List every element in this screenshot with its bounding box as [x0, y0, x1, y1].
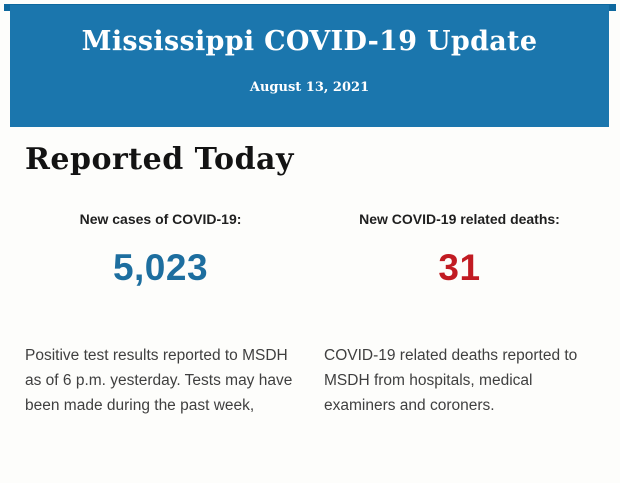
- stat-new-cases: New cases of COVID-19: 5,023 Positive te…: [25, 211, 296, 418]
- new-deaths-value: 31: [438, 247, 481, 288]
- stat-new-deaths: New COVID-19 related deaths: 31 COVID-19…: [324, 211, 595, 418]
- stats-row: New cases of COVID-19: 5,023 Positive te…: [25, 211, 595, 418]
- page-title: Mississippi COVID-19 Update: [81, 26, 538, 57]
- new-cases-value: 5,023: [112, 247, 209, 288]
- report-body: Reported Today New cases of COVID-19: 5,…: [0, 127, 620, 418]
- header-banner: Mississippi COVID-19 Update August 13, 2…: [10, 5, 609, 127]
- section-heading: Reported Today: [25, 142, 294, 177]
- new-deaths-description: COVID-19 related deaths reported to MSDH…: [324, 347, 578, 414]
- new-cases-label: New cases of COVID-19:: [79, 211, 242, 227]
- new-cases-description: Positive test results reported to MSDH a…: [25, 347, 293, 414]
- new-deaths-label: New COVID-19 related deaths:: [359, 211, 560, 227]
- report-date: August 13, 2021: [249, 80, 370, 95]
